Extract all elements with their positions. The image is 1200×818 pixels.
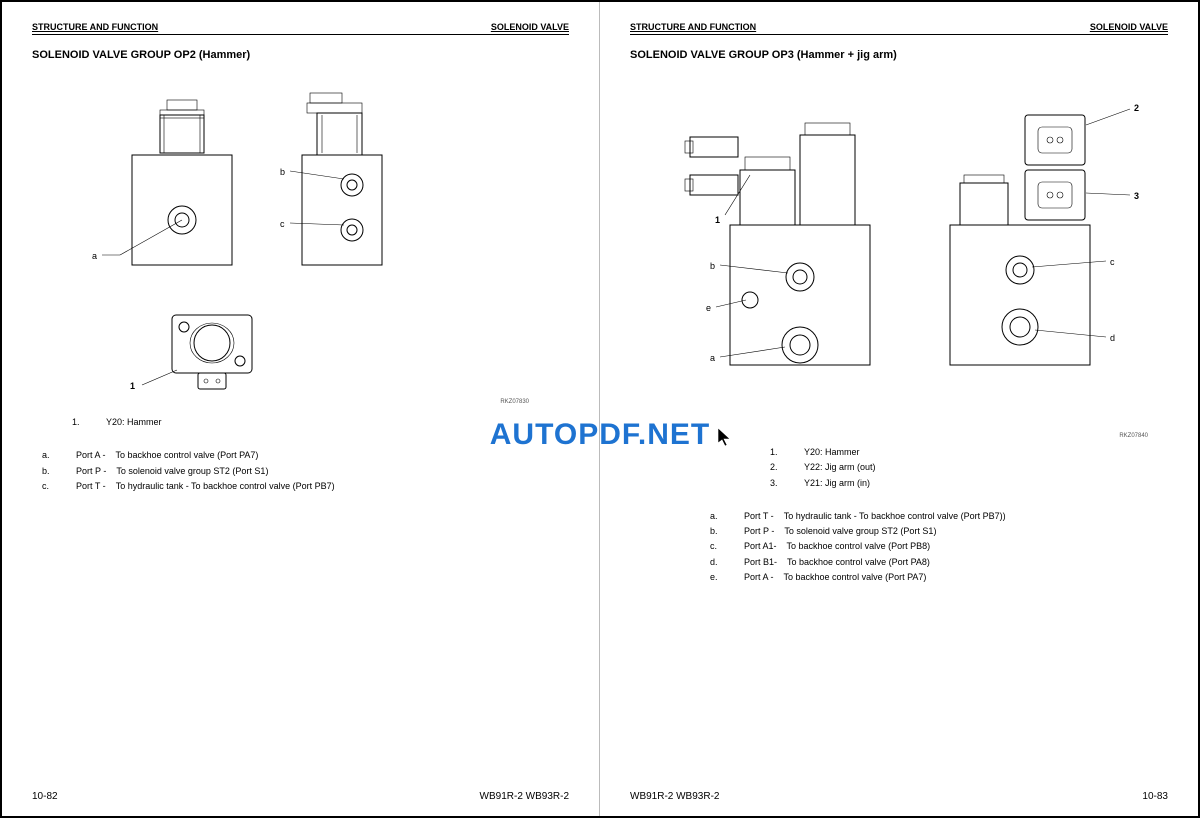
page-number: 10-83 (1142, 791, 1168, 802)
legend-row: d. Port B1- To backhoe control valve (Po… (710, 555, 1168, 570)
page-spread: STRUCTURE AND FUNCTION SOLENOID VALVE SO… (2, 2, 1198, 816)
header-topic: SOLENOID VALVE (491, 22, 569, 32)
legend-text: Y20: Hammer (804, 445, 860, 460)
model-code: WB91R-2 WB93R-2 (630, 791, 719, 802)
svg-text:2: 2 (1134, 103, 1139, 113)
legend-key: c. (710, 539, 734, 554)
legend-desc: To backhoe control valve (Port PA8) (787, 555, 930, 570)
model-code: WB91R-2 WB93R-2 (480, 791, 569, 802)
legend-ports-left: a. Port A - To backhoe control valve (Po… (42, 448, 569, 494)
legend-key: 2. (770, 460, 794, 475)
page-header-left: STRUCTURE AND FUNCTION SOLENOID VALVE (32, 22, 569, 35)
legend-label: Port A - (76, 448, 106, 463)
svg-text:1: 1 (130, 381, 135, 391)
legend-desc: To backhoe control valve (Port PA7) (116, 448, 259, 463)
svg-text:a: a (92, 251, 97, 261)
legend-key: d. (710, 555, 734, 570)
legend-label: Port A1- (744, 539, 777, 554)
figure-ref-left: RKZ07830 (500, 399, 529, 405)
legend-row: 3. Y21: Jig arm (in) (770, 476, 1168, 491)
svg-text:3: 3 (1134, 191, 1139, 201)
legend-desc: To backhoe control valve (Port PB8) (787, 539, 931, 554)
legend-label: Port P - (76, 464, 106, 479)
svg-text:c: c (1110, 257, 1115, 267)
legend-label: Port T - (744, 509, 774, 524)
legend-label: Port P - (744, 524, 774, 539)
legend-label: Port T - (76, 479, 106, 494)
legend-row: 1. Y20: Hammer (770, 445, 1168, 460)
legend-row: 1. Y20: Hammer (72, 415, 569, 430)
figure-right: b e a 1 (630, 75, 1168, 445)
page-footer-right: WB91R-2 WB93R-2 10-83 (630, 783, 1168, 802)
figure-left: a b (32, 75, 569, 415)
svg-text:b: b (710, 261, 715, 271)
right-page: STRUCTURE AND FUNCTION SOLENOID VALVE SO… (600, 2, 1198, 816)
legend-desc: To solenoid valve group ST2 (Port S1) (116, 464, 268, 479)
page-footer-left: 10-82 WB91R-2 WB93R-2 (32, 783, 569, 802)
legend-key: 3. (770, 476, 794, 491)
legend-key: b. (42, 464, 66, 479)
legend-row: b. Port P - To solenoid valve group ST2 … (710, 524, 1168, 539)
svg-text:1: 1 (715, 215, 720, 225)
legend-row: 2. Y22: Jig arm (out) (770, 460, 1168, 475)
legend-key: b. (710, 524, 734, 539)
legend-text: Y20: Hammer (106, 415, 162, 430)
legend-text: Y21: Jig arm (in) (804, 476, 870, 491)
legend-key: a. (42, 448, 66, 463)
svg-text:c: c (280, 219, 285, 229)
cursor-icon (718, 428, 732, 449)
svg-text:b: b (280, 167, 285, 177)
legend-label: Port B1- (744, 555, 777, 570)
header-topic: SOLENOID VALVE (1090, 22, 1168, 32)
legend-desc: To hydraulic tank - To backhoe control v… (784, 509, 1006, 524)
solenoid-op3-diagram: b e a 1 (630, 75, 1170, 435)
legend-desc: To solenoid valve group ST2 (Port S1) (784, 524, 936, 539)
legend-ports-right: a. Port T - To hydraulic tank - To backh… (710, 509, 1168, 585)
solenoid-op2-diagram: a b (32, 75, 572, 415)
legend-numbers-right: 1. Y20: Hammer 2. Y22: Jig arm (out) 3. … (770, 445, 1168, 491)
legend-row: a. Port A - To backhoe control valve (Po… (42, 448, 569, 463)
legend-row: a. Port T - To hydraulic tank - To backh… (710, 509, 1168, 524)
legend-key: a. (710, 509, 734, 524)
header-section: STRUCTURE AND FUNCTION (630, 22, 756, 32)
page-header-right: STRUCTURE AND FUNCTION SOLENOID VALVE (630, 22, 1168, 35)
legend-row: c. Port A1- To backhoe control valve (Po… (710, 539, 1168, 554)
legend-desc: To hydraulic tank - To backhoe control v… (116, 479, 335, 494)
legend-numbers-left: 1. Y20: Hammer (72, 415, 569, 430)
legend-key: 1. (72, 415, 96, 430)
svg-text:a: a (710, 353, 715, 363)
legend-key: 1. (770, 445, 794, 460)
legend-text: Y22: Jig arm (out) (804, 460, 876, 475)
legend-key: e. (710, 570, 734, 585)
legend-key: c. (42, 479, 66, 494)
legend-row: e. Port A - To backhoe control valve (Po… (710, 570, 1168, 585)
legend-row: c. Port T - To hydraulic tank - To backh… (42, 479, 569, 494)
svg-text:e: e (706, 303, 711, 313)
figure-ref-right: RKZ07840 (1119, 433, 1148, 439)
svg-text:d: d (1110, 333, 1115, 343)
left-page: STRUCTURE AND FUNCTION SOLENOID VALVE SO… (2, 2, 600, 816)
section-title-right: SOLENOID VALVE GROUP OP3 (Hammer + jig a… (630, 49, 1168, 61)
page-number: 10-82 (32, 791, 58, 802)
legend-row: b. Port P - To solenoid valve group ST2 … (42, 464, 569, 479)
legend-desc: To backhoe control valve (Port PA7) (784, 570, 927, 585)
legend-label: Port A - (744, 570, 774, 585)
header-section: STRUCTURE AND FUNCTION (32, 22, 158, 32)
section-title-left: SOLENOID VALVE GROUP OP2 (Hammer) (32, 49, 569, 61)
